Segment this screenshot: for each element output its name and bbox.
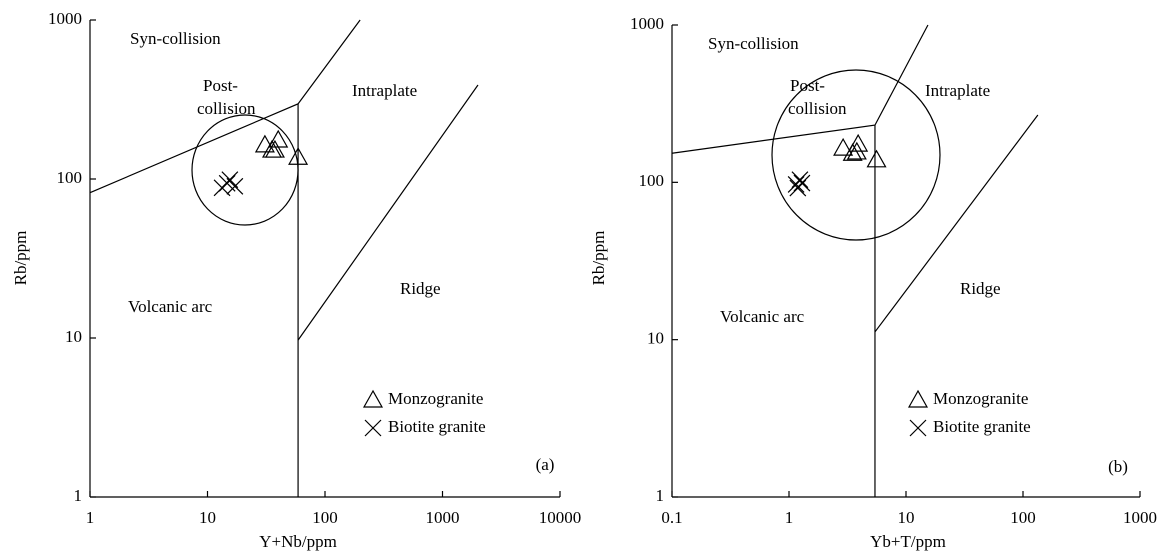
x-tick-label: 10 (898, 508, 915, 527)
x-tick-label: 1000 (1123, 508, 1157, 527)
y-axis-label: Rb/ppm (589, 231, 608, 286)
cross-point (793, 174, 811, 192)
x-tick-label: 1 (86, 508, 95, 527)
x-tick-label: 0.1 (661, 508, 682, 527)
field-label: Volcanic arc (720, 307, 805, 326)
cross-stroke (789, 179, 807, 197)
triangle-shape (866, 149, 887, 168)
triangle-point (264, 139, 285, 158)
legend-label: Monzogranite (933, 389, 1028, 408)
triangle-shape (288, 147, 309, 165)
x-tick-label: 1000 (426, 508, 460, 527)
x-axis-label: Yb+T/ppm (870, 532, 946, 551)
cross-stroke (364, 419, 382, 437)
cross-stroke (787, 175, 805, 193)
field-circle (191, 114, 299, 226)
triangle-shape (842, 143, 863, 161)
field-label: Intraplate (352, 81, 417, 100)
panel-label: (b) (1108, 457, 1128, 476)
x-axis-label: Y+Nb/ppm (259, 532, 337, 551)
x-tick-label: 10 (199, 508, 216, 527)
cross-point (221, 171, 239, 189)
y-axis-label: Rb/ppm (11, 231, 30, 286)
legend-label: Biotite granite (388, 417, 486, 436)
x-tick-label: 1 (785, 508, 794, 527)
x-tick-label: 100 (312, 508, 338, 527)
field-label: Post- (203, 76, 238, 95)
cross-point (909, 419, 927, 437)
field-label: Volcanic arc (128, 297, 213, 316)
field-label: Syn-collision (708, 34, 799, 53)
field-label: Ridge (960, 279, 1001, 298)
triangle-point (866, 149, 887, 168)
field-circle (771, 69, 941, 241)
triangle-shape (254, 134, 275, 153)
y-tick-label: 10 (647, 329, 664, 348)
cross-point (364, 419, 382, 437)
triangle-point (288, 147, 309, 165)
triangle-shape (362, 389, 384, 408)
triangle-point (907, 389, 929, 408)
field-label: Intraplate (925, 81, 990, 100)
y-tick-label: 100 (639, 171, 665, 190)
triangle-shape (833, 137, 854, 156)
field-boundary (297, 84, 479, 341)
triangle-shape (907, 389, 929, 408)
cross-stroke (909, 419, 927, 437)
x-tick-label: 100 (1010, 508, 1036, 527)
field-label: collision (197, 99, 256, 118)
cross-stroke (793, 174, 811, 192)
cross-point (218, 174, 236, 192)
triangle-point (833, 137, 854, 156)
y-tick-label: 1 (656, 486, 665, 505)
triangle-point (848, 133, 869, 152)
triangle-point (846, 141, 867, 160)
field-label: collision (788, 99, 847, 118)
triangle-point (362, 389, 384, 408)
x-tick-label: 10000 (539, 508, 582, 527)
cross-point (787, 175, 805, 193)
triangle-shape (264, 139, 285, 158)
triangle-point (842, 143, 863, 161)
y-tick-label: 1000 (630, 14, 664, 33)
field-label: Post- (790, 76, 825, 95)
y-tick-label: 100 (57, 168, 83, 187)
legend-label: Monzogranite (388, 389, 483, 408)
field-label: Syn-collision (130, 29, 221, 48)
y-tick-label: 10 (65, 327, 82, 346)
y-tick-label: 1000 (48, 9, 82, 28)
panel-label: (a) (536, 455, 555, 474)
triangle-shape (848, 133, 869, 152)
triangle-shape (846, 141, 867, 160)
legend-label: Biotite granite (933, 417, 1031, 436)
triangle-point (254, 134, 275, 153)
cross-stroke (218, 174, 236, 192)
y-tick-label: 1 (74, 486, 83, 505)
field-boundary (874, 114, 1039, 333)
cross-point (789, 179, 807, 197)
field-label: Ridge (400, 279, 441, 298)
cross-stroke (221, 171, 239, 189)
cross-stroke (226, 177, 244, 195)
